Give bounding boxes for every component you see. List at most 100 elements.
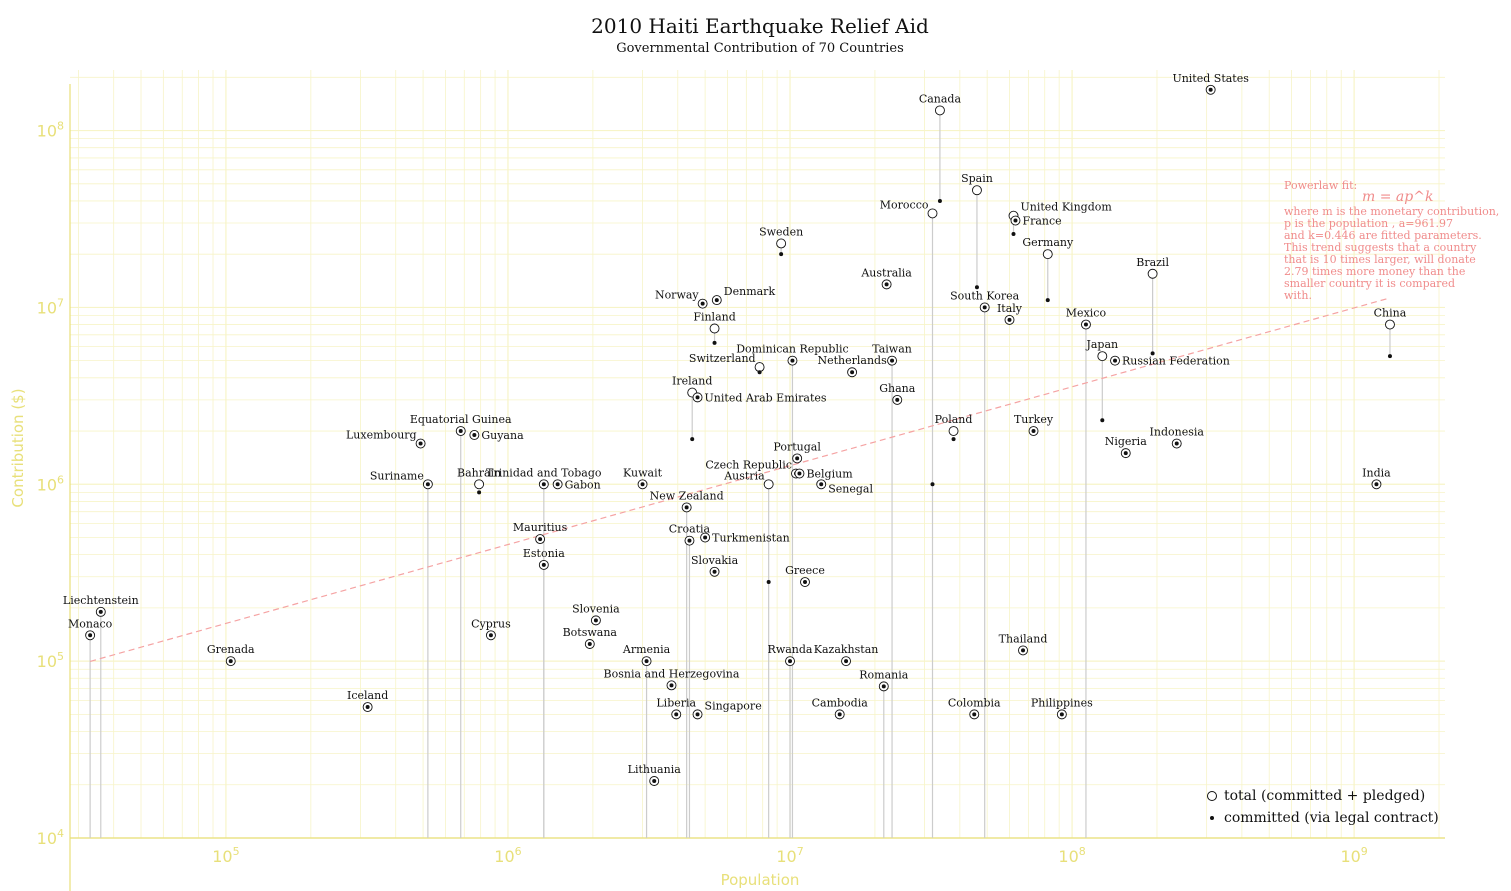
committed-marker [88,633,93,638]
country-label: Equatorial Guinea [410,413,512,426]
country-label: Senegal [828,482,873,495]
committed-marker [652,779,657,784]
country-label: Norway [655,289,699,302]
country-label: Finland [693,310,735,323]
country-label: Liberia [656,696,696,709]
y-tick-label: 105 [37,650,64,671]
committed-marker [788,659,793,664]
total-marker [1097,351,1108,362]
y-tick-label: 108 [37,120,64,141]
committed-marker [472,432,477,437]
y-axis-label: Contribution ($) [9,388,27,507]
committed-marker [98,609,103,614]
country-label: Lithuania [628,763,682,776]
committed-marker [837,712,842,717]
country-label: Portugal [773,440,821,453]
x-tick-label: 107 [776,845,803,866]
grid [70,70,1445,839]
committed-marker [930,482,935,487]
country-label: Monaco [68,617,113,630]
country-label: United States [1172,72,1249,85]
committed-marker [640,482,645,487]
country-label: Cambodia [812,696,869,709]
country-label: Spain [961,172,993,185]
committed-marker [1045,298,1050,303]
committed-marker [757,370,762,375]
legend-open-circle-marker [1207,791,1217,801]
total-marker [948,426,959,436]
x-tick-label: 108 [1058,845,1085,866]
committed-marker [819,482,824,487]
country-label: Singapore [705,699,762,712]
fit-annotation-line: p is the population , a=961.97 [1284,217,1453,230]
y-tick-label: 104 [37,827,64,848]
country-label: Taiwan [872,343,912,356]
committed-marker [541,562,546,567]
committed-marker [425,482,430,487]
committed-marker [674,712,679,717]
country-label: Luxembourg [346,429,417,442]
country-label: Armenia [622,643,671,656]
country-label: Brazil [1136,256,1169,269]
committed-marker [669,683,674,688]
country-label: Bahrain [457,466,501,479]
committed-marker [1100,418,1105,423]
country-label: France [1022,215,1061,228]
country-label: Turkmenistan [712,532,790,545]
fit-annotation-line: that is 10 times larger, will donate [1284,253,1476,266]
country-label: Kuwait [623,466,663,479]
country-label: South Korea [950,289,1020,302]
points [85,84,1395,786]
total-marker [934,105,945,116]
country-label: New Zealand [650,489,724,502]
committed-marker [587,642,592,647]
total-marker [972,185,982,196]
country-label: Greece [785,564,825,577]
committed-marker [1150,351,1155,356]
committed-marker [700,301,705,306]
country-label: Morocco [880,198,929,211]
fit-annotation-line: where m is the monetary contribution, [1284,205,1499,218]
fit-annotation-lines: where m is the monetary contribution,p i… [1284,205,1499,302]
committed-marker [1013,218,1018,223]
country-label: Iceland [347,689,388,702]
committed-marker [972,712,977,717]
committed-marker [714,298,719,303]
country-label: Austria [723,469,765,482]
country-label: Poland [935,413,973,426]
total-marker [927,208,938,219]
x-tick-label: 109 [1340,845,1367,866]
country-label: Rwanda [768,643,813,656]
country-label: Netherlands [817,354,887,367]
committed-marker [1123,451,1128,456]
committed-marker [488,633,493,638]
country-label: India [1362,466,1391,479]
total-marker [709,323,720,334]
fit-annotation-line: This trend suggests that a country [1284,241,1477,254]
country-label: Liechtenstein [63,594,139,607]
committed-marker [884,282,889,287]
country-label: Estonia [523,547,565,560]
committed-marker [555,482,560,487]
country-label: Cyprus [471,617,511,630]
country-label: Russian Federation [1122,355,1230,368]
country-label: China [1374,307,1407,320]
committed-marker [951,437,956,442]
committed-marker [1174,441,1179,446]
legend-entry-total: total (committed + pledged) [1224,788,1425,804]
country-label: Romania [859,668,908,681]
powerlaw-fit [89,297,1391,662]
country-label: Colombia [948,696,1001,709]
country-label: Switzerland [689,352,756,365]
country-label: Croatia [669,523,711,536]
committed-marker [890,358,895,363]
legend: total (committed + pledged) committed (v… [1207,788,1439,826]
country-label: Slovakia [691,554,739,567]
country-label: Ireland [672,375,712,388]
total-marker [754,362,765,373]
committed-marker [802,580,807,585]
country-label: United Arab Emirates [705,391,827,404]
committed-marker [228,659,233,664]
committed-marker [974,285,979,290]
committed-marker [703,535,708,540]
